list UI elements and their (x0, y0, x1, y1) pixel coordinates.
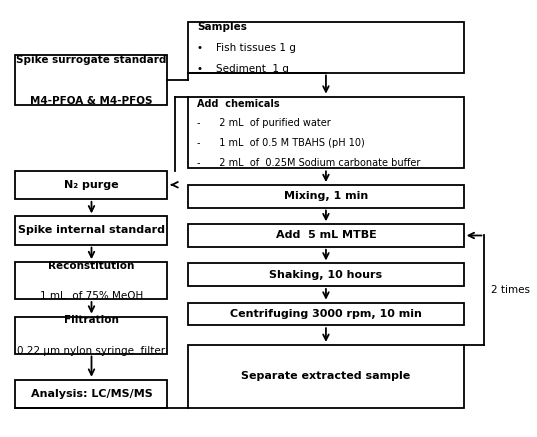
FancyBboxPatch shape (188, 302, 464, 325)
Text: N₂ purge: N₂ purge (64, 180, 119, 190)
Text: 2 times: 2 times (491, 285, 529, 295)
Text: •    Fish tissues 1 g: • Fish tissues 1 g (198, 43, 296, 53)
Text: -      1 mL  of 0.5 M TBAHS (pH 10): - 1 mL of 0.5 M TBAHS (pH 10) (198, 138, 365, 148)
FancyBboxPatch shape (16, 55, 168, 105)
Text: Spike surrogate standard: Spike surrogate standard (16, 55, 166, 65)
FancyBboxPatch shape (16, 216, 168, 245)
Text: Add  chemicals: Add chemicals (198, 99, 280, 109)
Text: Mixing, 1 min: Mixing, 1 min (284, 191, 368, 201)
Text: Add  5 mL MTBE: Add 5 mL MTBE (275, 230, 376, 240)
Text: •    Sediment  1 g: • Sediment 1 g (198, 63, 289, 73)
FancyBboxPatch shape (188, 22, 464, 73)
Text: Analysis: LC/MS/MS: Analysis: LC/MS/MS (31, 389, 153, 399)
FancyBboxPatch shape (188, 224, 464, 247)
Text: -      2 mL  of purified water: - 2 mL of purified water (198, 118, 331, 128)
FancyBboxPatch shape (16, 170, 168, 199)
FancyBboxPatch shape (188, 185, 464, 208)
Text: Centrifuging 3000 rpm, 10 min: Centrifuging 3000 rpm, 10 min (230, 309, 422, 319)
FancyBboxPatch shape (16, 380, 168, 408)
FancyBboxPatch shape (188, 264, 464, 286)
Text: Filtration: Filtration (64, 315, 119, 325)
Text: Shaking, 10 hours: Shaking, 10 hours (270, 270, 382, 280)
Text: Reconstitution: Reconstitution (48, 261, 135, 271)
FancyBboxPatch shape (188, 345, 464, 408)
Text: Spike internal standard: Spike internal standard (18, 225, 165, 236)
FancyBboxPatch shape (188, 97, 464, 168)
FancyBboxPatch shape (16, 262, 168, 299)
Text: 0.22 μm nylon syringe  filter: 0.22 μm nylon syringe filter (17, 346, 165, 356)
Text: 1 mL  of 75% MeOH: 1 mL of 75% MeOH (40, 291, 143, 301)
Text: Separate extracted sample: Separate extracted sample (241, 371, 411, 382)
Text: M4-PFOA & M4-PFOS: M4-PFOA & M4-PFOS (30, 96, 153, 106)
FancyBboxPatch shape (16, 316, 168, 354)
Text: -      2 mL  of  0.25M Sodium carbonate buffer: - 2 mL of 0.25M Sodium carbonate buffer (198, 158, 421, 168)
Text: Samples: Samples (198, 22, 247, 32)
